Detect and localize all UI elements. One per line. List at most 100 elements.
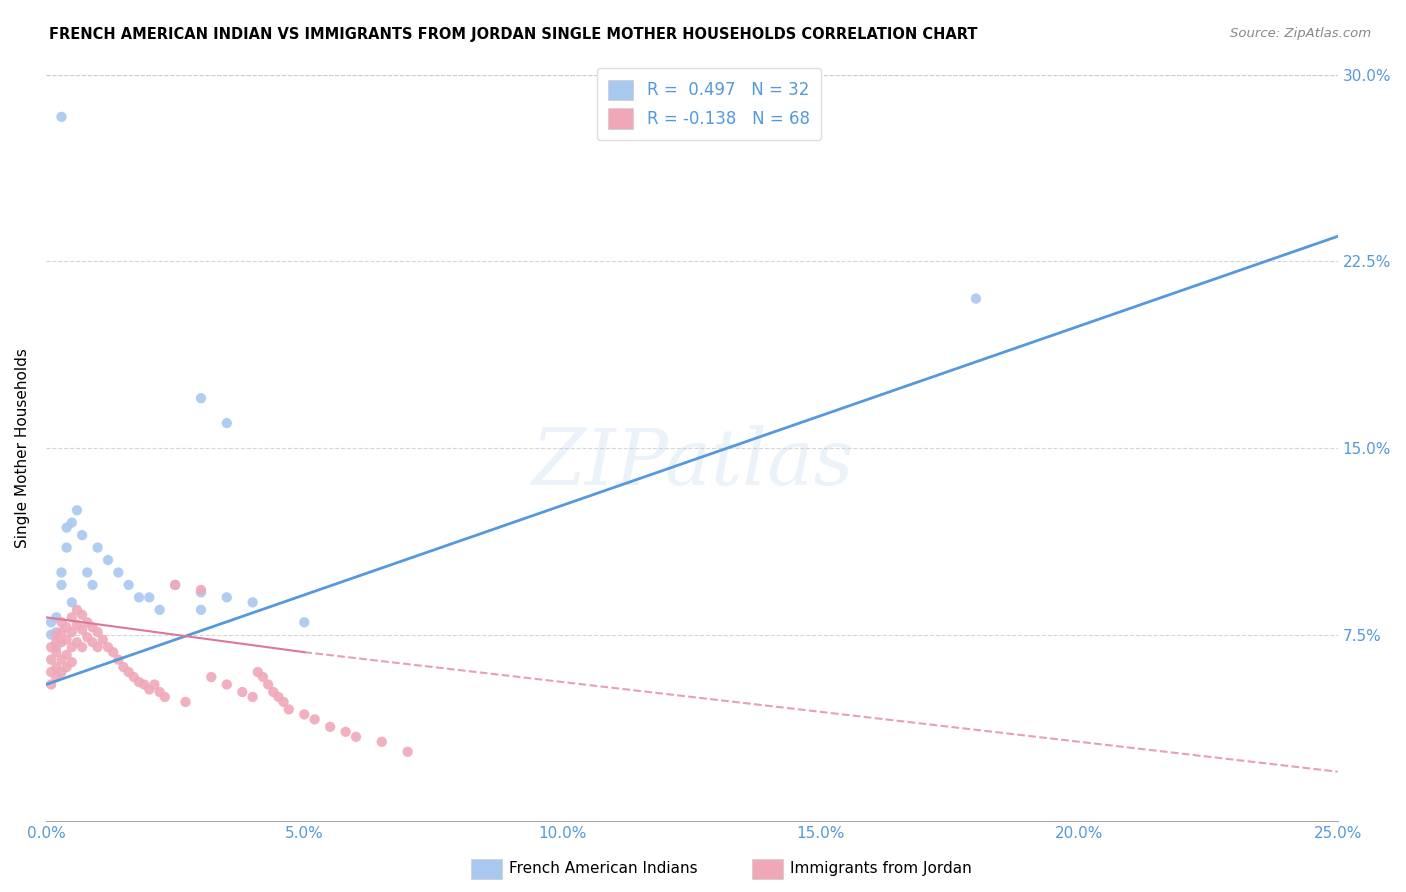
Point [60, 640, 83, 655]
Point [66, 635, 89, 649]
Point [134, 677, 156, 691]
Point [45, 670, 67, 684]
Point [128, 591, 150, 605]
Point [55, 632, 77, 647]
Point [117, 578, 139, 592]
Point [242, 690, 264, 704]
Point [55, 521, 77, 535]
Point [82, 635, 104, 649]
Point [86, 541, 108, 555]
Point [70, 528, 93, 542]
Y-axis label: Single Mother Households: Single Mother Households [15, 348, 30, 548]
Point [86, 625, 108, 640]
Point [70, 640, 93, 655]
Point [117, 665, 139, 679]
Point [45, 625, 67, 640]
Point [51, 635, 73, 649]
Point [60, 610, 83, 624]
Point [319, 720, 342, 734]
Point [39, 640, 62, 655]
Point [107, 652, 129, 666]
Point [51, 665, 73, 679]
Point [200, 670, 222, 684]
Point [292, 707, 315, 722]
Point [107, 566, 129, 580]
Point [122, 670, 145, 684]
Point [215, 591, 238, 605]
Point [143, 677, 166, 691]
Text: FRENCH AMERICAN INDIAN VS IMMIGRANTS FROM JORDAN SINGLE MOTHER HOUSEHOLDS CORREL: FRENCH AMERICAN INDIAN VS IMMIGRANTS FRO… [49, 27, 977, 42]
Point [39, 628, 62, 642]
Point [174, 695, 197, 709]
Point [246, 665, 269, 679]
Point [190, 391, 212, 405]
Point [190, 603, 212, 617]
Point [190, 582, 212, 597]
Point [101, 645, 124, 659]
Point [257, 677, 280, 691]
Point [215, 677, 238, 691]
Point [45, 645, 67, 659]
Point [60, 516, 83, 530]
Point [252, 670, 274, 684]
Point [138, 591, 160, 605]
Point [277, 702, 299, 716]
Point [60, 625, 83, 640]
Point [45, 660, 67, 674]
Point [66, 617, 89, 632]
Point [128, 675, 150, 690]
Point [76, 630, 98, 644]
Text: Immigrants from Jordan: Immigrants from Jordan [790, 862, 972, 876]
Point [70, 623, 93, 637]
Point [273, 695, 295, 709]
Point [55, 541, 77, 555]
Point [76, 615, 98, 630]
Point [45, 628, 67, 642]
Point [97, 553, 120, 567]
Point [371, 735, 394, 749]
Point [51, 110, 73, 124]
Point [165, 578, 187, 592]
Point [55, 620, 77, 634]
Point [60, 655, 83, 669]
Point [149, 603, 172, 617]
Point [112, 660, 135, 674]
Point [190, 585, 212, 599]
Point [292, 615, 315, 630]
Point [51, 625, 73, 640]
Point [51, 578, 73, 592]
Point [51, 566, 73, 580]
Text: French American Indians: French American Indians [509, 862, 697, 876]
Legend: R =  0.497   N = 32, R = -0.138   N = 68: R = 0.497 N = 32, R = -0.138 N = 68 [596, 68, 821, 140]
Point [138, 682, 160, 697]
Point [344, 730, 367, 744]
Point [39, 652, 62, 666]
Point [215, 416, 238, 430]
Text: ZIPatlas: ZIPatlas [530, 425, 853, 501]
Point [39, 677, 62, 691]
Point [396, 745, 419, 759]
Point [165, 578, 187, 592]
Point [82, 578, 104, 592]
Point [267, 690, 290, 704]
Point [262, 685, 284, 699]
Point [45, 635, 67, 649]
Point [45, 610, 67, 624]
Point [39, 615, 62, 630]
Point [149, 685, 172, 699]
Point [82, 620, 104, 634]
Point [91, 632, 114, 647]
Point [231, 685, 253, 699]
Point [45, 640, 67, 655]
Point [153, 690, 176, 704]
Point [51, 615, 73, 630]
Point [965, 292, 987, 306]
Point [39, 665, 62, 679]
Point [242, 595, 264, 609]
Point [97, 640, 120, 655]
Point [66, 603, 89, 617]
Point [55, 660, 77, 674]
Point [66, 503, 89, 517]
Point [55, 648, 77, 662]
Point [335, 724, 357, 739]
